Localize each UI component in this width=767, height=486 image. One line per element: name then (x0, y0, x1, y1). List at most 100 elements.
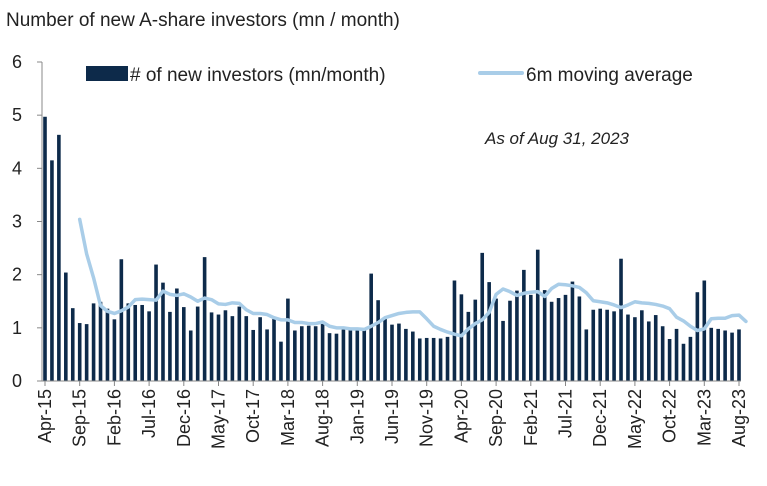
bar (508, 300, 512, 381)
bar (681, 343, 686, 381)
bar (431, 337, 436, 381)
x-tick-label: Jan-19 (347, 389, 367, 444)
bar (549, 301, 554, 381)
bar (237, 306, 242, 381)
bar (563, 294, 568, 381)
bar (348, 329, 353, 381)
bar (98, 301, 103, 381)
bar (397, 323, 401, 381)
x-tick-label: Oct-17 (243, 389, 263, 443)
bar (168, 311, 172, 381)
bar (619, 258, 623, 381)
bar (154, 264, 158, 381)
bar (119, 259, 124, 381)
bar (411, 331, 415, 381)
bar (466, 311, 471, 381)
bar (133, 304, 138, 381)
bar (591, 309, 596, 381)
bar (313, 326, 318, 381)
legend-swatch-bars (86, 66, 128, 81)
x-tick-label: Jul-21 (556, 389, 576, 438)
bar (730, 332, 734, 381)
bar (105, 308, 110, 381)
moving-average-line (77, 217, 748, 338)
bar (660, 326, 665, 381)
bar (640, 310, 644, 381)
bar (279, 341, 283, 381)
bar (522, 269, 526, 381)
bar (556, 298, 561, 381)
chart-title: Number of new A-share investors (mn / mo… (6, 10, 400, 31)
bar (70, 308, 75, 381)
bar (646, 321, 651, 381)
x-tick-label: Aug-23 (729, 389, 749, 447)
bar (674, 328, 679, 381)
bar (320, 322, 325, 381)
x-tick-label: Mar-23 (694, 389, 714, 446)
bar (723, 330, 727, 381)
bar (515, 290, 519, 381)
x-tick-label: Apr-20 (451, 389, 471, 443)
bar (147, 311, 151, 381)
bar (584, 329, 589, 381)
y-tick-label: 3 (12, 212, 22, 232)
bar (459, 294, 464, 381)
bar (480, 252, 485, 381)
bar (50, 160, 54, 381)
x-tick-label: Nov-19 (417, 389, 437, 447)
y-tick-label: 0 (12, 371, 22, 391)
bar (182, 307, 186, 381)
y-tick-label: 5 (12, 105, 22, 125)
x-tick-label: May-17 (209, 389, 229, 449)
x-tick-label: Sep-20 (486, 389, 506, 447)
legend-label-line: 6m moving average (526, 65, 693, 86)
x-tick-label: Sep-15 (70, 389, 90, 447)
x-tick-label: Feb-21 (521, 389, 541, 446)
bar (417, 338, 422, 381)
x-tick-label: Mar-18 (278, 389, 298, 446)
bar (716, 328, 720, 381)
bar (265, 329, 269, 381)
bar (653, 315, 658, 381)
bar (598, 308, 602, 381)
bar (487, 282, 491, 381)
bar (362, 329, 367, 381)
bar (535, 249, 540, 381)
bar (542, 290, 547, 381)
bar (327, 333, 332, 381)
bar (251, 329, 255, 381)
bar (376, 300, 380, 381)
x-tick-label: Apr-15 (35, 389, 55, 443)
x-tick-label: May-22 (625, 389, 645, 449)
bar (195, 306, 200, 381)
bar (161, 282, 165, 381)
x-tick-label: Jul-16 (139, 389, 159, 438)
bar (306, 325, 311, 381)
bar (570, 281, 575, 381)
bar (473, 299, 478, 381)
bar (612, 311, 616, 381)
bar (112, 319, 117, 381)
bar (702, 280, 707, 381)
bar (626, 314, 630, 381)
bar (272, 318, 276, 381)
bar (126, 303, 131, 381)
bar (57, 134, 61, 381)
bar (605, 309, 609, 381)
bar (341, 328, 346, 381)
axes-group: 0 1 2 3 4 5 6 Apr-15 Sep-15 Feb-16 Jul-16 Dec-16 May… (12, 52, 749, 449)
bar (695, 292, 700, 381)
bar (293, 330, 297, 381)
bar (501, 320, 505, 381)
x-tick-label: Dec-21 (590, 389, 610, 447)
bar (175, 288, 179, 381)
bar (529, 294, 533, 381)
bar (452, 280, 457, 381)
bar (202, 257, 207, 381)
bar (43, 116, 47, 381)
x-tick-label: Jun-19 (382, 389, 402, 444)
y-tick-label: 1 (12, 318, 22, 338)
bar (230, 316, 235, 381)
